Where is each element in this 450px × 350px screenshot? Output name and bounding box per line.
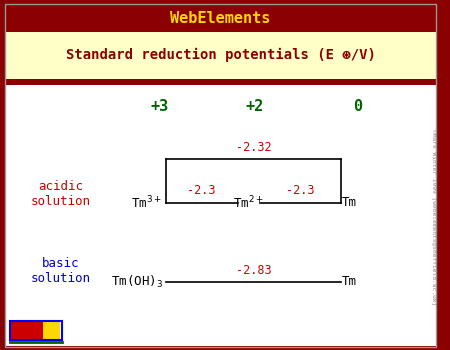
Bar bbox=[5, 5, 436, 32]
Text: 0: 0 bbox=[353, 99, 362, 114]
Text: Tm: Tm bbox=[341, 275, 356, 288]
Text: Standard reduction potentials (E ⊛/V): Standard reduction potentials (E ⊛/V) bbox=[66, 48, 375, 62]
Text: Tm$^{3+}$: Tm$^{3+}$ bbox=[131, 195, 162, 211]
Text: acidic
solution: acidic solution bbox=[31, 180, 91, 208]
Text: -2.83: -2.83 bbox=[235, 264, 271, 277]
Text: basic
solution: basic solution bbox=[31, 257, 91, 285]
Text: +3: +3 bbox=[151, 99, 169, 114]
Text: Tm$^{2+}$: Tm$^{2+}$ bbox=[234, 195, 264, 211]
Text: -2.32: -2.32 bbox=[235, 141, 271, 154]
Text: -2.3: -2.3 bbox=[286, 184, 315, 197]
Bar bbox=[5, 32, 436, 79]
Text: WebElements: WebElements bbox=[170, 11, 271, 26]
Bar bbox=[43, 322, 60, 340]
Text: Tm: Tm bbox=[341, 196, 356, 210]
Text: -2.3: -2.3 bbox=[187, 184, 216, 197]
Text: ©Mark Winter 1999 [webelements@sheffield.ac.uk]: ©Mark Winter 1999 [webelements@sheffield… bbox=[432, 129, 437, 305]
Bar bbox=[5, 79, 436, 85]
Text: Tm(OH)$_3$: Tm(OH)$_3$ bbox=[111, 274, 163, 290]
Bar bbox=[11, 322, 43, 340]
Text: +2: +2 bbox=[245, 99, 263, 114]
Bar bbox=[5, 85, 436, 346]
Bar bbox=[10, 321, 62, 340]
